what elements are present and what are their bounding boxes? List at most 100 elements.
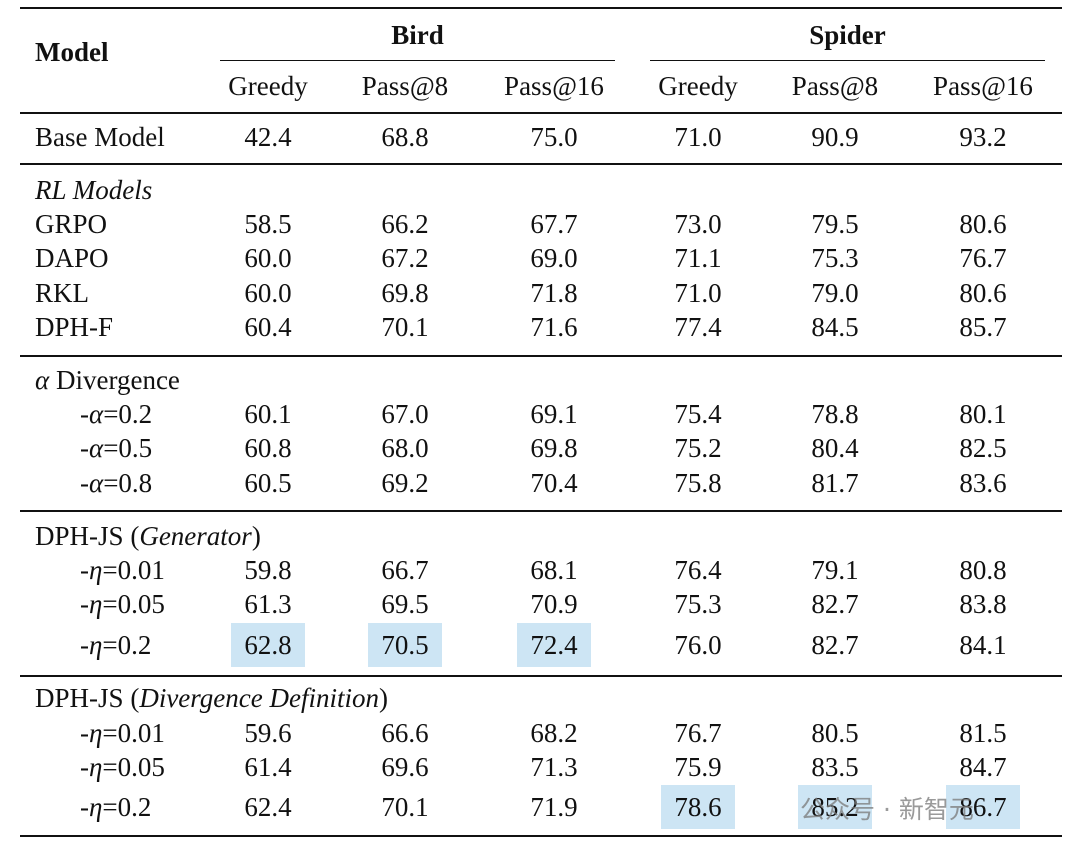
cell-value: 75.3: [811, 243, 859, 273]
cell-value: 82.7: [811, 589, 859, 619]
highlight: [368, 623, 442, 667]
cell-value: 60.4: [244, 312, 292, 342]
section-note: Divergence Definition: [124, 683, 388, 713]
cell-value: 71.9: [530, 792, 578, 822]
cell-value: 62.8: [244, 630, 292, 660]
row-label: -α=0.8: [80, 468, 153, 498]
row-label: RKL: [35, 278, 90, 308]
rule: [220, 60, 615, 61]
cell-value: 69.2: [381, 468, 429, 498]
cell-value: 80.6: [959, 209, 1007, 239]
cell-value: 71.8: [530, 278, 578, 308]
cell-value: 76.4: [674, 555, 722, 585]
cell-value: 75.0: [530, 122, 578, 152]
cell-value: 60.5: [244, 468, 292, 498]
cell-value: 79.5: [811, 209, 859, 239]
cell-value: 79.0: [811, 278, 859, 308]
section-title: RL Models: [35, 175, 153, 205]
cell-value: 69.0: [530, 243, 578, 273]
row-label: DPH-F: [35, 312, 114, 342]
cell-value: 80.1: [959, 399, 1007, 429]
cell-value: 76.0: [674, 630, 722, 660]
cell-value: 66.7: [381, 555, 429, 585]
section-title: DPH-JSGenerator: [35, 519, 261, 553]
cell-value: 71.1: [674, 243, 722, 273]
watermark: 公众号 · 新智元: [800, 795, 974, 824]
column-header: Pass@16: [933, 71, 1033, 101]
cell-value: 71.0: [674, 122, 722, 152]
cell-value: 77.4: [674, 312, 722, 342]
cell-value: 61.4: [244, 752, 292, 782]
cell-value: 83.8: [959, 589, 1007, 619]
cell-value: 73.0: [674, 209, 722, 239]
cell-value: 81.5: [959, 718, 1007, 748]
cell-value: 70.1: [381, 792, 429, 822]
cell-value: 70.1: [381, 312, 429, 342]
cell-value: 67.2: [381, 243, 429, 273]
section-title: DPH-JSDivergence Definition: [35, 681, 388, 715]
cell-value: 60.0: [244, 243, 292, 273]
cell-value: 93.2: [959, 122, 1007, 152]
cell-value: 75.9: [674, 752, 722, 782]
cell-value: 58.5: [244, 209, 292, 239]
cell-value: 42.4: [244, 122, 292, 152]
highlight: [946, 785, 1020, 829]
rule: [20, 163, 1062, 165]
cell-value: 75.2: [674, 433, 722, 463]
cell-value: 84.5: [811, 312, 859, 342]
column-header: Pass@8: [791, 71, 879, 101]
cell-value: 80.8: [959, 555, 1007, 585]
header-model: Model: [35, 37, 109, 67]
cell-value: 85.7: [959, 312, 1007, 342]
cell-value: 78.6: [674, 792, 722, 822]
cell-value: 67.0: [381, 399, 429, 429]
rule: [20, 510, 1062, 512]
column-header: Greedy: [228, 71, 308, 101]
cell-value: 60.1: [244, 399, 292, 429]
rule: [20, 835, 1062, 837]
cell-value: 78.8: [811, 399, 859, 429]
cell-value: 61.3: [244, 589, 292, 619]
cell-value: 71.3: [530, 752, 578, 782]
cell-value: 68.0: [381, 433, 429, 463]
cell-value: 66.2: [381, 209, 429, 239]
highlight: [517, 623, 591, 667]
row-label: -α=0.2: [80, 399, 153, 429]
highlight: [231, 623, 305, 667]
group-header: Spider: [809, 20, 886, 50]
row-label: GRPO: [35, 209, 108, 239]
cell-value: 84.1: [959, 630, 1007, 660]
row-label: Base Model: [35, 122, 165, 152]
cell-value: 62.4: [244, 792, 292, 822]
cell-value: 60.8: [244, 433, 292, 463]
row-label: -η=0.2: [80, 792, 152, 822]
section-note: Generator: [124, 521, 261, 551]
rule: [20, 7, 1062, 9]
cell-value: 70.5: [381, 630, 429, 660]
cell-value: 79.1: [811, 555, 859, 585]
cell-value: 72.4: [530, 630, 578, 660]
cell-value: 69.5: [381, 589, 429, 619]
cell-value: 75.3: [674, 589, 722, 619]
cell-value: 83.5: [811, 752, 859, 782]
column-header: Greedy: [658, 71, 738, 101]
cell-value: 81.7: [811, 468, 859, 498]
cell-value: 90.9: [811, 122, 859, 152]
row-label: -η=0.2: [80, 630, 152, 660]
rule: [20, 675, 1062, 677]
row-label: -η=0.05: [80, 589, 165, 619]
row-label: -η=0.01: [80, 555, 165, 585]
cell-value: 75.8: [674, 468, 722, 498]
cell-value: 82.7: [811, 630, 859, 660]
cell-value: 80.6: [959, 278, 1007, 308]
cell-value: 85.2: [811, 792, 859, 822]
column-header: Pass@8: [361, 71, 449, 101]
row-label: -α=0.5: [80, 433, 153, 463]
cell-value: 82.5: [959, 433, 1007, 463]
cell-value: 69.8: [530, 433, 578, 463]
cell-value: 59.6: [244, 718, 292, 748]
cell-value: 69.6: [381, 752, 429, 782]
rule: [20, 355, 1062, 357]
cell-value: 69.1: [530, 399, 578, 429]
cell-value: 76.7: [959, 243, 1007, 273]
